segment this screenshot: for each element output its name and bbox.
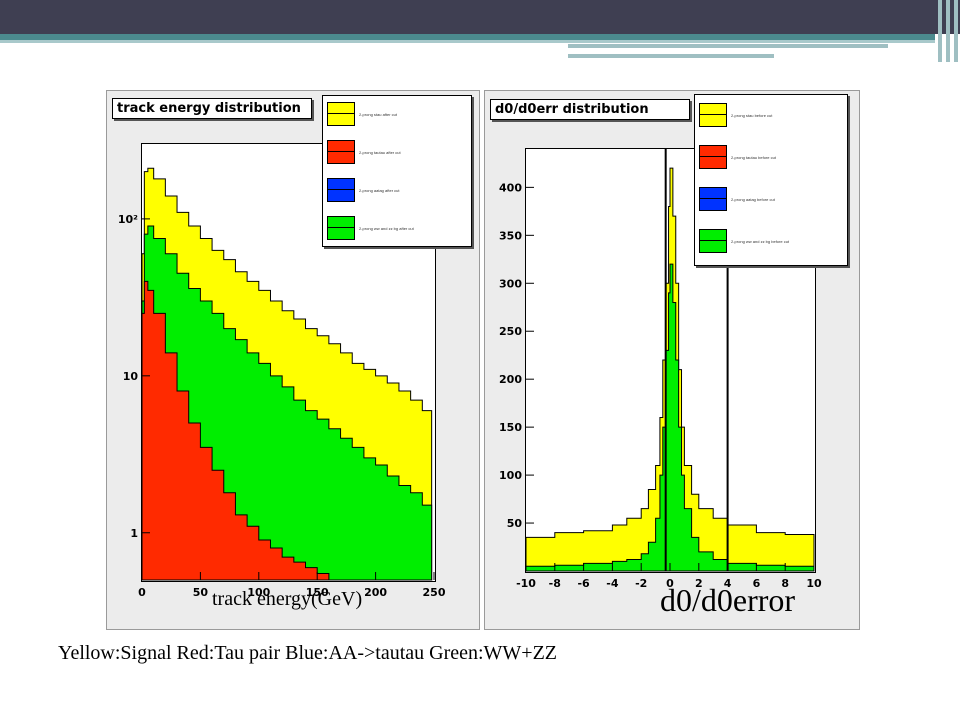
slide-accent-stripe-light (0, 40, 935, 43)
legend-swatch-yellow (699, 103, 727, 127)
y-tick-label: 350 (499, 229, 522, 242)
x-tick-label: -4 (606, 577, 619, 590)
series-area-green (525, 263, 815, 572)
y-tick-label: 50 (507, 517, 523, 530)
legend-swatch-red (327, 140, 355, 164)
x-tick-label: -6 (577, 577, 590, 590)
right-chart-title: d0/d0err distribution (490, 99, 690, 120)
x-tick-label: 250 (423, 586, 446, 599)
right-x-axis-label: d0/d0error (660, 582, 796, 618)
slide-accent-stripe (0, 34, 935, 40)
x-tick-label: 4 (724, 577, 732, 590)
y-tick-label: 1 (130, 527, 138, 540)
legend-swatch-green (699, 229, 727, 253)
x-tick-label: 2 (695, 577, 703, 590)
x-tick-label: 10 (806, 577, 822, 590)
legend-item-signal: 2-prong stau before cut (699, 103, 772, 127)
left-chart-title: track energy distribution (112, 98, 312, 119)
x-tick-label: -2 (635, 577, 647, 590)
legend-label: 2-prong ww and zz bg after cut (359, 225, 414, 231)
slide-caption: Yellow:Signal Red:Tau pair Blue:AA->taut… (58, 642, 558, 664)
legend-label: 2-prong aatag after cut (359, 187, 400, 193)
x-tick-label: -10 (516, 577, 536, 590)
legend-label: 2-prong aatag before cut (731, 196, 775, 202)
legend-item-tau: 2-prong tautau after cut (327, 140, 401, 164)
legend-swatch-green (327, 216, 355, 240)
legend-item-aa: 2-prong aatag before cut (699, 187, 775, 211)
slide-accent-line (568, 44, 888, 48)
legend-swatch-red (699, 145, 727, 169)
y-tick-label: 200 (499, 373, 522, 386)
x-tick-label: 150 (306, 586, 329, 599)
x-tick-label: 100 (247, 586, 270, 599)
x-tick-label: 0 (138, 586, 146, 599)
y-tick-label: 300 (499, 277, 522, 290)
legend-swatch-blue (699, 187, 727, 211)
legend-item-signal: 2-prong stau after cut (327, 102, 397, 126)
x-tick-label: 50 (193, 586, 209, 599)
left-chart-legend: 2-prong stau after cut 2-prong tautau af… (322, 95, 472, 247)
legend-label: 2-prong stau after cut (359, 111, 398, 117)
right-chart-svg: -10 -8 -6 -4 -2 0 2 4 6 8 10 50 100 150 200 250 300 350 40… (499, 149, 822, 590)
legend-item-ww: 2-prong ww and zz bg after cut (327, 216, 414, 240)
y-tick-label: 250 (499, 325, 522, 338)
legend-label: 2-prong tautau before cut (731, 154, 776, 160)
legend-label: 2-prong ww and zz bg before cut (731, 238, 790, 244)
series-area-red (141, 280, 432, 581)
y-tick-label: 10² (118, 213, 138, 226)
y-tick-label: 10 (123, 370, 139, 383)
y-tick-label: 100 (499, 469, 522, 482)
slide-right-bar (946, 0, 950, 62)
right-chart-legend: 2-prong stau before cut 2-prong tautau b… (694, 94, 848, 266)
legend-item-tau: 2-prong tautau before cut (699, 145, 776, 169)
x-tick-label: 200 (364, 586, 387, 599)
x-tick-label: -8 (549, 577, 561, 590)
x-tick-label: 0 (666, 577, 674, 590)
x-tick-label: 6 (753, 577, 761, 590)
left-chart-svg: 0 50 100 150 200 250 1 10 10² (118, 167, 446, 599)
legend-swatch-blue (327, 178, 355, 202)
y-tick-label: 150 (499, 421, 522, 434)
left-x-axis-label: track energy(GeV) (212, 588, 363, 610)
slide-right-bar (954, 0, 958, 62)
legend-swatch-yellow (327, 102, 355, 126)
legend-label: 2-prong stau before cut (731, 112, 773, 118)
legend-label: 2-prong tautau after cut (359, 149, 401, 155)
slide-accent-line-short (568, 54, 774, 58)
x-tick-label: 8 (781, 577, 789, 590)
legend-item-aa: 2-prong aatag after cut (327, 178, 399, 202)
slide-top-bar (0, 0, 960, 34)
legend-item-ww: 2-prong ww and zz bg before cut (699, 229, 789, 253)
slide-right-bar (938, 0, 942, 62)
y-tick-label: 400 (499, 181, 522, 194)
